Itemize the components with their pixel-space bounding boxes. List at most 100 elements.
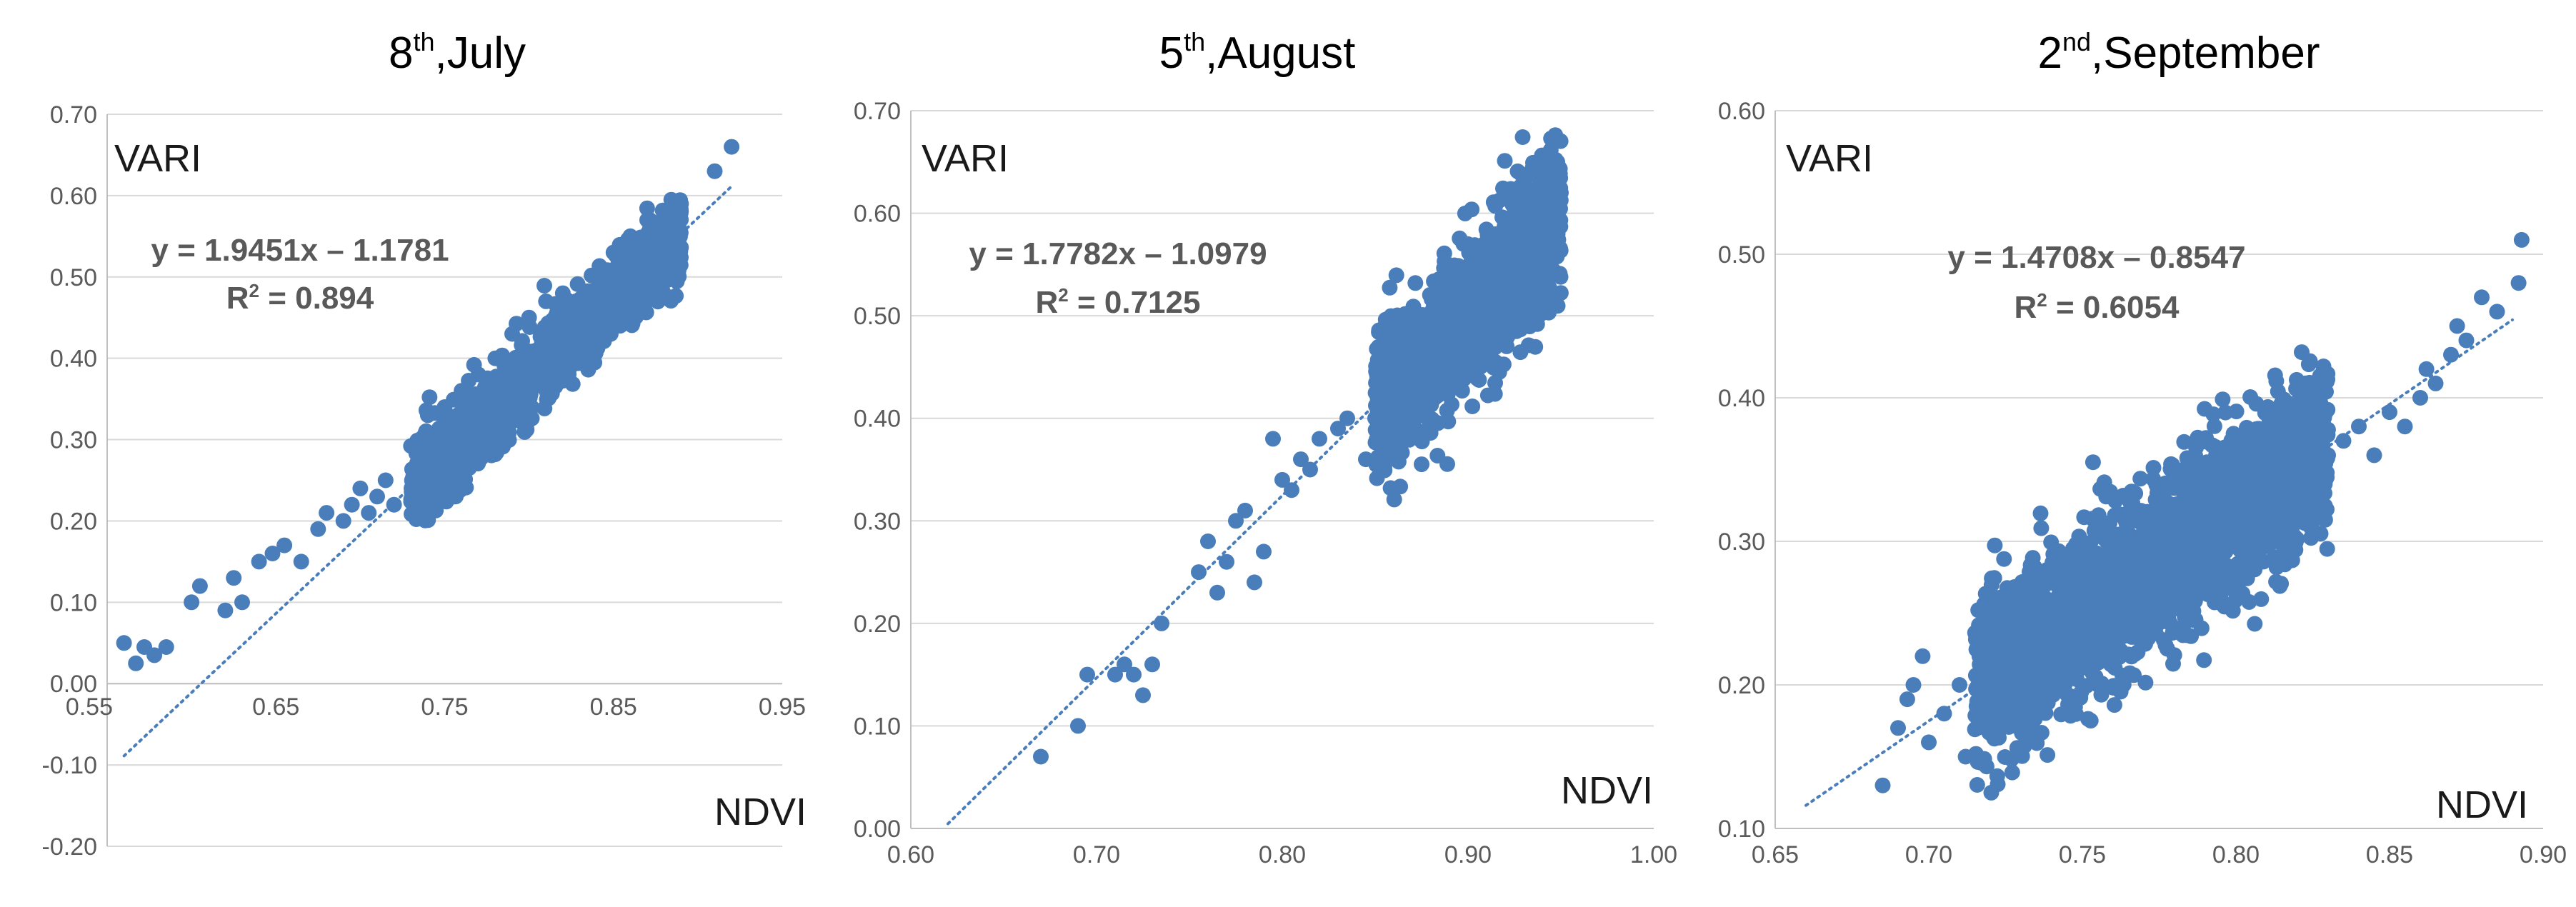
data-point [226,570,241,586]
data-point [2083,713,2099,728]
data-point [116,635,132,651]
data-point [1247,574,1262,590]
data-point [502,363,518,379]
x-tick-label: 0.80 [1259,841,1306,868]
data-point [509,316,524,331]
data-point [1404,417,1419,433]
data-point [2227,593,2243,608]
data-point [1970,777,1985,793]
data-point [466,357,482,373]
data-point [2040,747,2055,763]
data-points [1875,232,2530,801]
data-point [1460,323,1476,339]
data-point [587,327,603,343]
x-axis-label: NDVI [714,791,807,833]
data-point [495,439,511,454]
data-point [1370,449,1386,465]
data-point [1464,264,1479,280]
y-tick-label: 0.40 [854,406,901,433]
data-point [724,139,739,155]
x-tick-label: 0.65 [252,693,299,721]
data-point [2320,541,2335,557]
data-point [1256,543,1272,559]
data-point [1519,181,1535,196]
data-point [352,481,368,496]
data-point [1497,153,1513,169]
x-tick-label: 0.85 [2366,841,2413,868]
data-point [2367,447,2382,463]
data-point [234,594,250,610]
data-point [378,473,394,488]
x-tick-label: 0.70 [1905,841,1952,868]
title-main: 5 [1159,29,1184,78]
title-rest: ,August [1205,29,1355,78]
data-point [442,472,458,488]
r-squared: R2 = 0.7125 [1036,284,1201,320]
data-point [417,513,433,528]
y-tick-label: 0.00 [854,816,901,843]
data-point [192,578,208,594]
data-point [1382,378,1398,394]
data-point [1507,296,1522,312]
data-point [1512,214,1528,229]
y-tick-label: 0.60 [50,183,97,210]
y-axis-label: VARI [114,137,201,180]
data-point [613,267,629,283]
data-point [1551,172,1567,188]
data-point [1464,201,1479,217]
data-point [1379,333,1395,349]
data-point [1389,267,1404,283]
data-point [310,521,326,537]
data-point [2443,347,2459,363]
y-tick-label: 0.40 [50,346,97,373]
y-tick-label: 0.30 [1718,528,1765,556]
data-point [419,424,434,439]
y-tick-label: 0.20 [1718,672,1765,699]
data-point [217,603,233,618]
data-points [116,139,740,671]
data-point [1987,538,2002,553]
data-point [1906,677,1922,693]
x-tick-label: 0.80 [2212,841,2260,868]
data-point [2474,289,2490,305]
data-point [439,493,454,509]
data-point [2412,390,2428,406]
data-point [561,366,576,382]
title-sup: th [413,27,434,56]
y-tick-label: 0.60 [1718,98,1765,125]
y-tick-label: -0.10 [42,752,98,779]
data-point [1974,755,1990,771]
y-tick-label: 0.30 [854,508,901,535]
data-point [1529,316,1545,332]
data-point [420,404,436,420]
data-point [1501,188,1517,204]
data-point [1070,718,1086,733]
data-point [1126,667,1142,683]
r2-rest: = 0.7125 [1069,285,1201,320]
data-point [573,296,589,311]
data-point [458,480,474,496]
y-tick-label: 0.50 [854,303,901,330]
data-point [2397,419,2413,434]
r2-prefix: R [226,281,249,316]
data-point [1529,276,1545,291]
data-point [1464,399,1480,414]
data-point [673,206,689,221]
data-point [609,286,625,302]
data-point [1996,551,2012,567]
data-point [1200,533,1216,549]
data-point [1414,456,1429,472]
data-point [1480,388,1496,404]
data-point [1369,366,1384,382]
x-tick-label: 0.75 [2059,841,2106,868]
data-point [633,296,649,312]
data-point [1890,720,1906,736]
data-point [251,553,267,569]
data-point [431,429,447,444]
data-point [487,380,503,396]
chart-title: 5th,August [1159,27,1356,78]
data-point [294,553,309,569]
data-point [1466,338,1482,354]
data-point [1079,667,1095,683]
